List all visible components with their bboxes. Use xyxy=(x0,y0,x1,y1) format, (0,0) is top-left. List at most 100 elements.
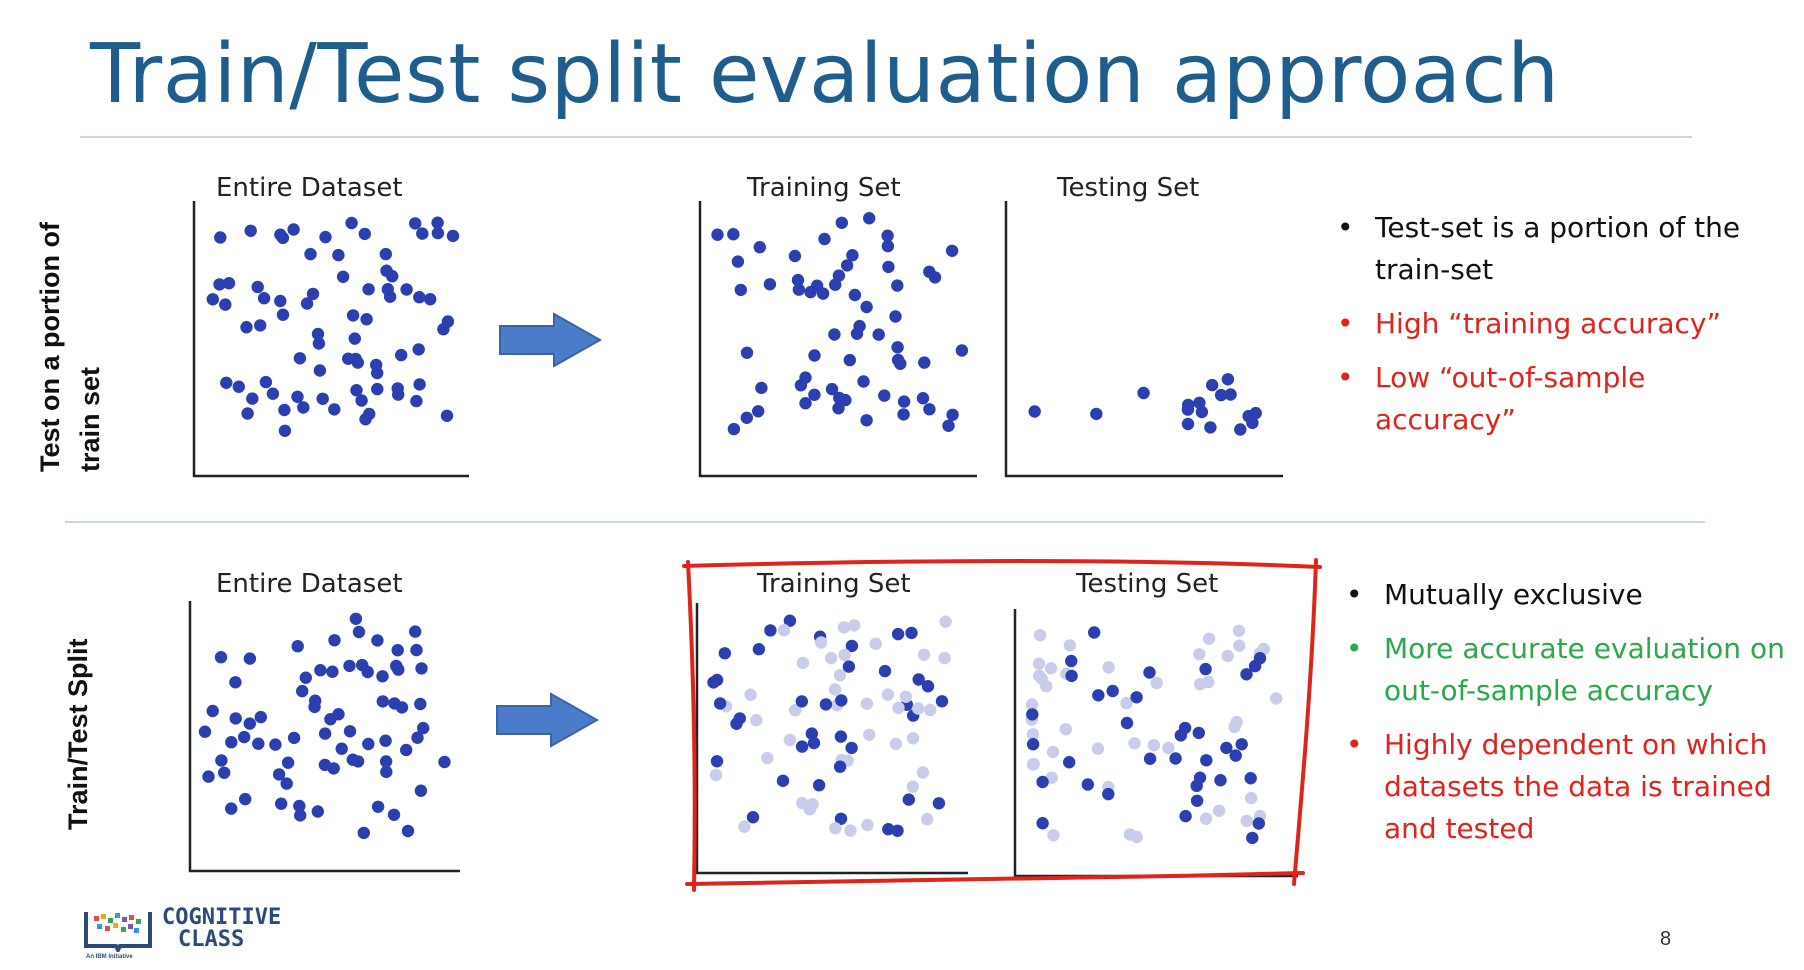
scatter-point xyxy=(280,777,293,790)
scatter-point xyxy=(889,737,903,751)
scatter-entire-dataset xyxy=(206,216,460,437)
scatter-point xyxy=(318,758,332,772)
scatter-point xyxy=(304,247,317,261)
plot-label-training-set: Training Set xyxy=(747,173,901,203)
scatter-point xyxy=(805,727,818,740)
page-title: Train/Test split evaluation approach xyxy=(90,27,1560,122)
scatter-point xyxy=(812,779,826,792)
scatter-point xyxy=(860,414,873,427)
scatter-point xyxy=(297,401,310,414)
scatter-point xyxy=(411,731,424,744)
scatter-point xyxy=(311,805,324,818)
scatter-point xyxy=(881,239,895,253)
bullet-list-section-1: Test-set is a portion of the train-set Hi… xyxy=(1337,207,1757,453)
scatter-point xyxy=(376,670,389,683)
scatter-point xyxy=(1044,662,1058,675)
scatter-point xyxy=(362,737,375,751)
scatter-point xyxy=(293,352,307,365)
scatter-point xyxy=(734,283,747,297)
scatter-point xyxy=(312,337,326,350)
scatter-point xyxy=(1206,378,1219,392)
scatter-point xyxy=(214,651,228,664)
scatter-point xyxy=(424,293,437,306)
highlight-box xyxy=(682,558,1322,892)
scatter-point xyxy=(309,694,322,707)
scatter-point xyxy=(274,294,287,308)
scatter-point xyxy=(409,625,422,638)
scatter-point xyxy=(431,226,445,240)
scatter-point xyxy=(225,736,238,749)
axes-entire-dataset xyxy=(192,201,469,478)
scatter-point xyxy=(296,684,309,698)
scatter-point xyxy=(392,663,405,676)
scatter-point xyxy=(752,643,766,656)
scatter-point xyxy=(746,811,760,824)
scatter-point xyxy=(897,408,910,421)
scatter-point xyxy=(804,285,817,299)
scatter-point xyxy=(229,712,242,725)
scatter-point xyxy=(783,733,797,747)
plot-label-testing-set: Testing Set xyxy=(1076,569,1219,599)
scatter-point xyxy=(293,799,306,813)
axes-training-set xyxy=(695,603,968,875)
scatter-point xyxy=(381,283,394,296)
scatter-point xyxy=(1192,726,1206,740)
scatter-point xyxy=(409,217,422,230)
scatter-point xyxy=(835,216,848,229)
scatter-point xyxy=(326,665,339,678)
scatter-point xyxy=(198,725,212,738)
scatter-point xyxy=(727,228,740,241)
scatter-point xyxy=(905,626,918,640)
scatter-point xyxy=(291,390,304,403)
scatter-point xyxy=(359,413,372,426)
scatter-point xyxy=(1182,398,1195,412)
scatter-point xyxy=(744,688,757,701)
scatter-point xyxy=(799,371,812,384)
scatter-point xyxy=(1065,669,1078,683)
scatter-point xyxy=(278,403,291,417)
scatter-point xyxy=(220,376,233,389)
scatter-point xyxy=(229,676,242,689)
scatter-point xyxy=(777,624,791,637)
scatter-point xyxy=(254,319,267,332)
scatter-point xyxy=(1246,416,1259,430)
scatter-point xyxy=(872,328,885,341)
scatter-point xyxy=(1137,386,1150,400)
bullet-item: Low “out-of-sample accuracy” xyxy=(1337,357,1757,441)
scatter-point xyxy=(1026,728,1040,741)
scatter-point xyxy=(860,697,874,710)
scatter-point xyxy=(351,755,365,768)
scatter-testing-set xyxy=(1028,373,1262,436)
scatter-point xyxy=(815,636,828,649)
scatter-point xyxy=(891,824,904,837)
scatter-point xyxy=(799,397,812,410)
cognitive-class-logo-icon xyxy=(84,912,152,952)
scatter-point xyxy=(935,695,949,708)
scatter-point xyxy=(413,291,426,304)
scatter-point xyxy=(828,683,842,696)
bullet-item: Highly dependent on which datasets the d… xyxy=(1346,724,1801,850)
scatter-point xyxy=(379,734,392,747)
scatter-point xyxy=(946,408,959,421)
scatter-point xyxy=(1195,405,1209,419)
scatter-point xyxy=(795,740,809,753)
scatter-point xyxy=(807,736,821,750)
scatter-point xyxy=(869,637,882,650)
scatter-point xyxy=(942,419,955,432)
scatter-point xyxy=(863,212,876,225)
scatter-point xyxy=(370,358,383,372)
plot-label-training-set: Training Set xyxy=(757,569,911,599)
scatter-point xyxy=(761,751,774,765)
logo-text: COGNITIVE CLASS xyxy=(162,905,282,952)
scatter-point xyxy=(371,382,384,396)
right-arrow-icon xyxy=(496,693,598,747)
scatter-point xyxy=(379,755,393,768)
scatter-point xyxy=(371,800,385,813)
scatter-point xyxy=(843,353,856,367)
scatter-point xyxy=(1147,739,1161,752)
scatter-point xyxy=(878,389,891,402)
scatter-point xyxy=(891,279,904,292)
scatter-point xyxy=(738,820,751,833)
scatter-point xyxy=(259,375,273,389)
